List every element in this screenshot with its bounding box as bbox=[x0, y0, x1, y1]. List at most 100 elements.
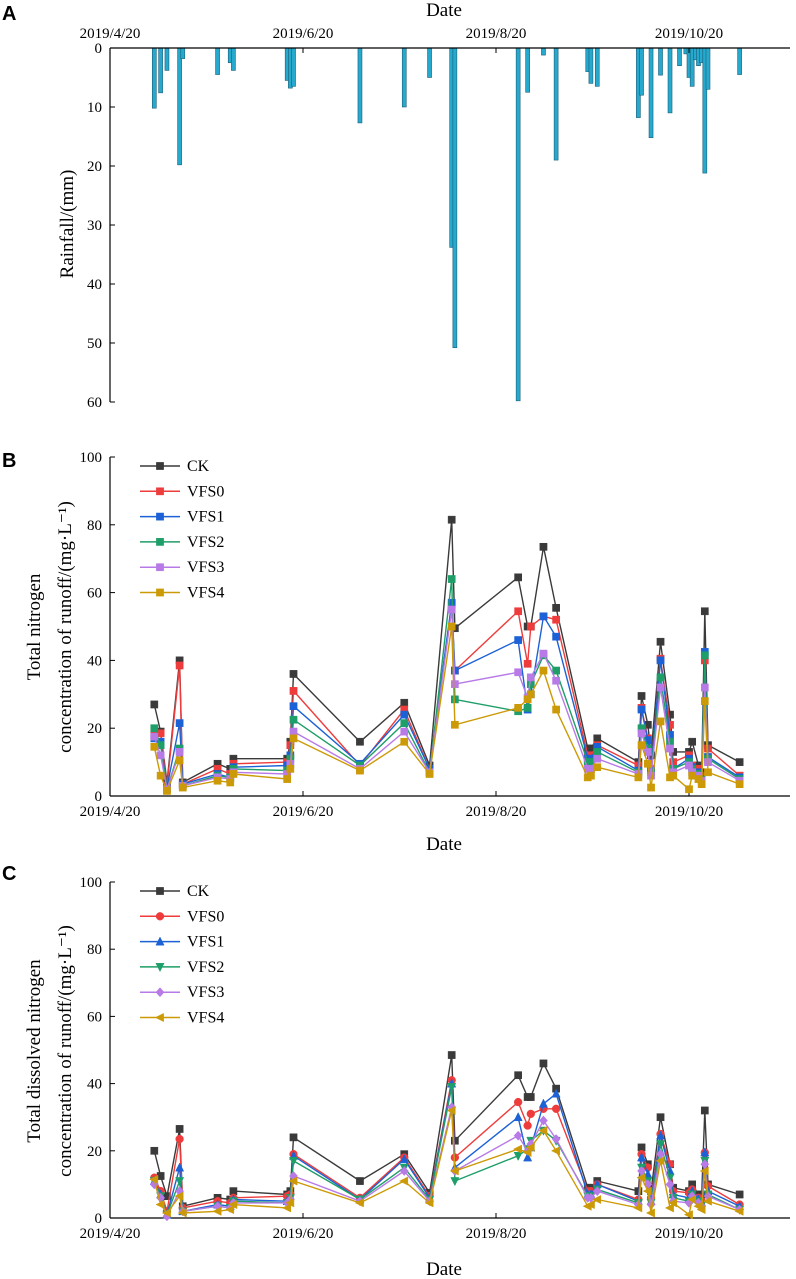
tn-point-vfs1 bbox=[175, 719, 184, 727]
tn-point-vfs4 bbox=[685, 785, 693, 794]
tn-legend: CK VFS0 VFS1 VFS2 VFS3 VFS4 bbox=[140, 458, 224, 602]
tn-line-ck bbox=[153, 519, 740, 784]
tn-point-vfs4 bbox=[735, 780, 744, 788]
tn-point-vfs4 bbox=[289, 734, 298, 743]
tdn-legend-label: VFS2 bbox=[187, 959, 224, 976]
tn-point-ck bbox=[447, 515, 456, 524]
tdn-legend-item-vfs1: VFS1 bbox=[140, 934, 224, 951]
tn-point-vfs1 bbox=[637, 705, 646, 714]
tdn-y-tick-label: 100 bbox=[80, 875, 103, 891]
tdn-point-vfs4 bbox=[636, 1173, 646, 1183]
tn-legend-item-ck: CK bbox=[140, 458, 210, 475]
tdn-legend-marker bbox=[155, 912, 165, 921]
tn-point-vfs3 bbox=[593, 754, 602, 763]
tn-point-vfs0 bbox=[552, 615, 560, 624]
rainfall-bar bbox=[667, 47, 673, 114]
tn-point-vfs4 bbox=[539, 666, 548, 675]
tdn-point-vfs0 bbox=[523, 1121, 532, 1130]
tdn-point-vfs4 bbox=[699, 1166, 709, 1176]
tn-point-vfs4 bbox=[175, 756, 184, 765]
tdn-point-vfs4 bbox=[288, 1176, 298, 1186]
rainfall-bar bbox=[515, 47, 521, 402]
tn-point-vfs4 bbox=[451, 720, 459, 729]
tn-x-tick-label: 2019/10/20 bbox=[655, 804, 723, 820]
rainfall-bar bbox=[677, 47, 682, 67]
tdn-legend-marker bbox=[154, 1012, 164, 1023]
tdn-point-vfs4 bbox=[655, 1156, 665, 1166]
rainfall-x-tick-label: 2019/10/20 bbox=[655, 26, 723, 42]
tdn-point-vfs4 bbox=[642, 1186, 652, 1196]
tn-point-vfs0 bbox=[175, 661, 184, 670]
tn-y-axis-title-line1: Total nitrogen bbox=[24, 573, 45, 680]
tdn-point-vfs4 bbox=[225, 1205, 235, 1215]
tdn-point-vfs1 bbox=[399, 1154, 409, 1164]
tn-point-vfs4 bbox=[593, 763, 602, 772]
tdn-point-vfs4 bbox=[696, 1205, 706, 1215]
tdn-point-vfs2 bbox=[175, 1177, 185, 1187]
tdn-legend-label: VFS3 bbox=[187, 984, 224, 1001]
rainfall-bar bbox=[231, 47, 236, 71]
tdn-point-vfs0 bbox=[526, 1109, 535, 1118]
rainfall-bar bbox=[401, 47, 407, 108]
tdn-point-vfs2 bbox=[447, 1083, 457, 1093]
tn-point-vfs4 bbox=[178, 783, 187, 792]
tn-point-vfs4 bbox=[425, 770, 434, 778]
tn-point-ck bbox=[150, 700, 159, 709]
tn-point-vfs4 bbox=[587, 771, 595, 780]
tdn-x-axis-title: Date bbox=[426, 1259, 462, 1279]
tn-x-tick-label: 2019/6/20 bbox=[273, 804, 334, 820]
tn-y-tick-label: 20 bbox=[87, 721, 102, 737]
tn-point-vfs3 bbox=[451, 680, 459, 688]
tn-point-vfs0 bbox=[514, 607, 522, 616]
tn-point-vfs4 bbox=[356, 766, 364, 775]
tdn-point-vfs2 bbox=[450, 1177, 460, 1187]
tn-x-tick-label: 2019/8/20 bbox=[466, 804, 527, 820]
rainfall-bar bbox=[541, 47, 546, 56]
tdn-legend-label: VFS0 bbox=[187, 908, 224, 925]
rainfall-x-axis-title: Date bbox=[426, 0, 462, 21]
tdn-point-vfs4 bbox=[683, 1210, 693, 1220]
tdn-point-vfs4 bbox=[585, 1200, 595, 1210]
tdn-legend-item-vfs0: VFS0 bbox=[140, 908, 224, 925]
tdn-point-vfs0 bbox=[551, 1104, 561, 1113]
tn-y-axis-title-line2: concentration of runoff/(mg·L⁻¹) bbox=[55, 501, 76, 753]
tn-point-vfs3 bbox=[539, 649, 548, 658]
tdn-point-vfs4 bbox=[177, 1208, 187, 1218]
tdn-point-vfs4 bbox=[702, 1196, 712, 1206]
tdn-point-vfs4 bbox=[285, 1198, 295, 1208]
tn-point-vfs3 bbox=[700, 683, 709, 692]
tn-legend-item-vfs3: VFS3 bbox=[140, 559, 224, 576]
tdn-series-vfs4 bbox=[149, 1105, 744, 1220]
rainfall-bar bbox=[737, 47, 742, 75]
tn-point-ck bbox=[289, 670, 298, 678]
tn-point-vfs2 bbox=[451, 695, 459, 704]
rainfall-y-tick-label: 10 bbox=[87, 100, 102, 116]
tn-series-vfs4 bbox=[150, 622, 744, 795]
tn-point-vfs4 bbox=[163, 787, 171, 795]
tn-point-vfs4 bbox=[669, 771, 678, 780]
tdn-point-vfs1 bbox=[656, 1130, 666, 1140]
rainfall-bar bbox=[215, 47, 220, 75]
tn-legend-label: VFS1 bbox=[187, 509, 224, 526]
tdn-point-vfs0 bbox=[513, 1097, 523, 1107]
tn-legend-label: CK bbox=[187, 458, 210, 475]
tdn-point-ck bbox=[514, 1071, 522, 1080]
tdn-point-vfs4 bbox=[161, 1208, 171, 1218]
tn-legend-marker bbox=[156, 462, 164, 470]
tdn-point-vfs1 bbox=[175, 1162, 185, 1172]
tdn-point-ck bbox=[539, 1059, 548, 1068]
tn-point-vfs3 bbox=[685, 761, 693, 770]
tn-point-vfs2 bbox=[447, 575, 456, 583]
tn-point-vfs4 bbox=[229, 770, 238, 778]
tn-point-vfs4 bbox=[400, 737, 409, 746]
tn-point-vfs3 bbox=[175, 748, 184, 756]
rainfall-bar bbox=[177, 47, 182, 166]
tn-legend-item-vfs4: VFS4 bbox=[140, 585, 224, 602]
tn-point-vfs3 bbox=[514, 668, 522, 677]
tn-legend-label: VFS2 bbox=[187, 534, 224, 551]
panel-letter-a: A bbox=[2, 3, 16, 25]
tn-point-vfs4 bbox=[514, 704, 522, 712]
tdn-point-vfs2 bbox=[513, 1151, 523, 1161]
tdn-point-vfs4 bbox=[734, 1206, 744, 1216]
tdn-point-vfs1 bbox=[523, 1152, 533, 1162]
